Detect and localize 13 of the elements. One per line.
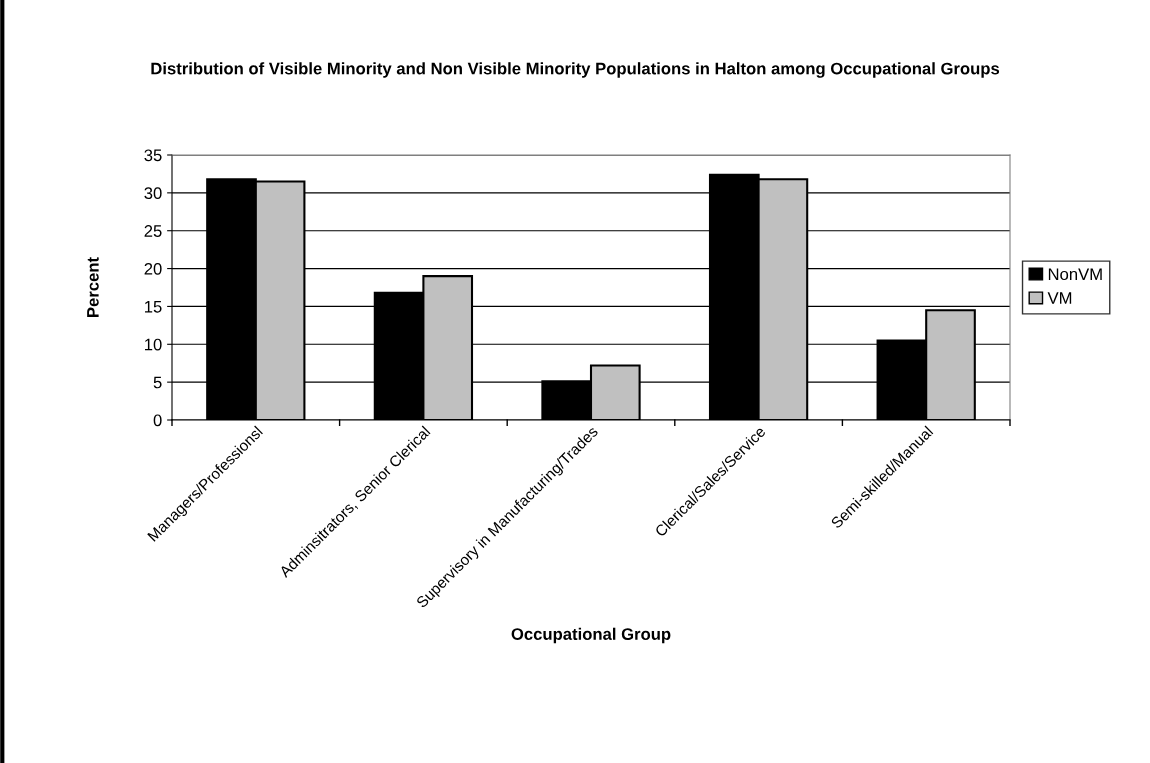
y-tick-label: 15 [145,301,162,313]
y-axis-title: Percent [87,257,99,317]
y-tick-label: 25 [144,225,162,237]
y-tick-label: 5 [153,376,162,389]
x-axis-title: Occupational Group [511,627,671,644]
y-tick-label: 0 [153,414,162,427]
y-tick-label: 30 [144,187,162,200]
legend-label: NonVM [1048,268,1102,281]
legend-label: VM [1047,292,1072,304]
y-tick-label: 20 [144,262,162,275]
chart-title: Distribution of Visible Minority and Non Visible Minority Populations in Halton among Occupational Groups [151,62,1000,78]
y-tick-label: 10 [145,338,162,351]
y-tick-label: 35 [144,149,162,162]
